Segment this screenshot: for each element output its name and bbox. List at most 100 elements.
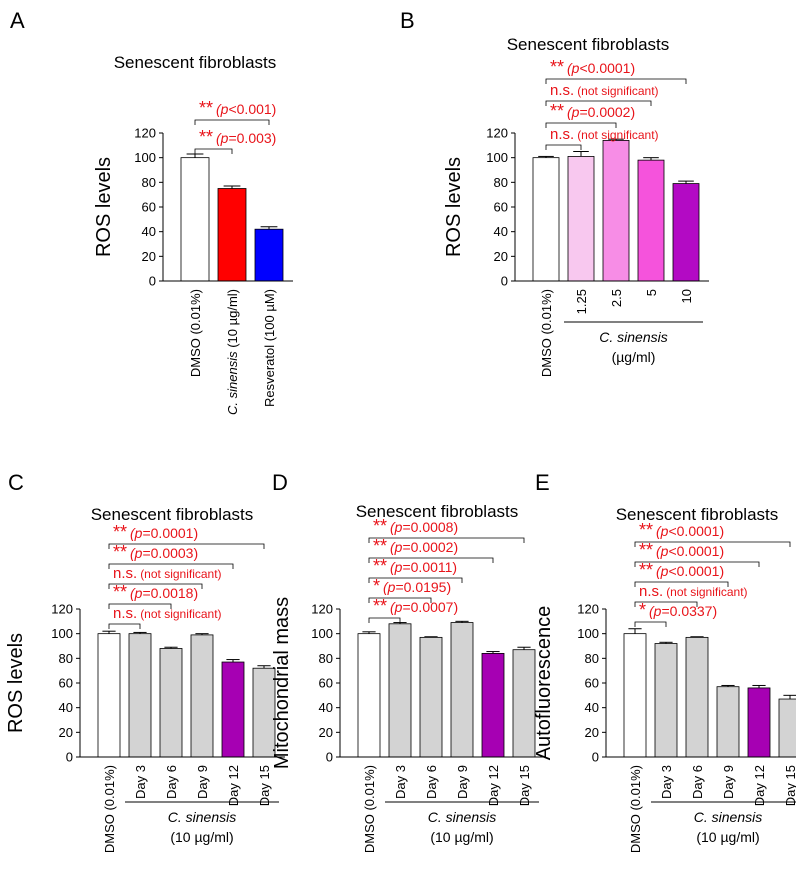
significance-label: ** (p=0.0002) (373, 536, 458, 556)
significance-stars: ** (373, 556, 387, 576)
y-tick-label: 0 (592, 750, 599, 765)
x-tick-label: Day 15 (517, 765, 532, 806)
significance-label: n.s. (not significant) (113, 605, 222, 622)
significance-bracket (545, 100, 652, 106)
significance-pvalue: (p=0.0011) (390, 559, 457, 575)
bar (388, 623, 412, 758)
bar (221, 661, 245, 758)
x-tick-label: Day 3 (393, 765, 408, 799)
y-tick-label: 100 (311, 626, 333, 641)
significance-pvalue: (p=0.0195) (383, 579, 451, 595)
bar (419, 636, 443, 758)
group-label-name: C. sinensis (694, 809, 762, 825)
significance-bracket (634, 621, 667, 627)
significance-bracket (368, 577, 463, 583)
y-tick-label: 60 (59, 676, 73, 691)
panel-a: A Senescent fibroblasts ROS levels 0 20 40 60 8… (10, 8, 293, 415)
y-tick-label: 60 (585, 676, 599, 691)
significance-pvalue: (p=0.0003) (130, 545, 198, 561)
significance-bracket (368, 617, 401, 623)
bar (481, 653, 505, 758)
y-tick-label: 80 (319, 651, 333, 666)
y-tick-label: 40 (585, 700, 599, 715)
bar (685, 636, 709, 758)
y-tick-label: 0 (326, 750, 333, 765)
group-label-name: C. sinensis (428, 809, 496, 825)
y-tick-label: 0 (149, 274, 156, 289)
significance-label: ** (p=0.0001) (113, 522, 198, 542)
significance-label: ** (p=0.0018) (113, 582, 198, 602)
significance-pvalue: (p=0.0001) (130, 525, 198, 541)
significance-bracket (368, 597, 432, 603)
y-tick-label: 100 (51, 626, 73, 641)
panel-d: D Senescent fibroblasts Mitochondrial mass… (271, 470, 545, 853)
chart-title: Senescent fibroblasts (114, 53, 277, 72)
significance-label: ** (p<0.0001) (639, 520, 724, 540)
y-tick-label: 20 (142, 249, 156, 264)
bar (128, 633, 152, 758)
y-tick-label: 60 (494, 200, 508, 215)
significance-stars: ** (373, 596, 387, 616)
bar (567, 156, 595, 282)
y-axis-label: ROS levels (443, 157, 465, 257)
bar (602, 139, 630, 282)
significance-label: n.s. (not significant) (550, 126, 659, 143)
significance-label: ** (p=0.0008) (373, 516, 458, 536)
significance-stars: * (373, 576, 380, 596)
y-tick-label: 60 (142, 200, 156, 215)
significance-stars: ** (113, 582, 127, 602)
panel-letter: E (535, 470, 550, 495)
y-tick-label: 40 (142, 224, 156, 239)
bar (217, 188, 247, 282)
bar (512, 649, 536, 758)
y-tick-label: 120 (486, 126, 508, 141)
y-tick-label: 80 (59, 651, 73, 666)
x-tick-label: 10 (679, 289, 694, 303)
group-label-name: C. sinensis (168, 809, 236, 825)
bar (637, 159, 665, 282)
x-tick-label: Day 3 (133, 765, 148, 799)
y-axis-label: ROS levels (5, 633, 27, 733)
significance-bracket (108, 603, 172, 609)
x-tick-label: DMSO (0.01%) (628, 765, 643, 853)
panel-e: E Senescent fibroblasts Autofluorescence 0 2… (533, 470, 796, 853)
significance-pvalue: (p=0.0018) (130, 585, 198, 601)
y-tick-label: 80 (585, 651, 599, 666)
significance-pvalue: (p=0.0002) (567, 104, 635, 120)
y-tick-label: 0 (501, 274, 508, 289)
x-tick-label: 5 (644, 289, 659, 296)
significance-label: ** (p=0.0007) (373, 596, 458, 616)
significance-pvalue: (not significant) (140, 567, 221, 581)
significance-stars: n.s. (550, 82, 574, 99)
significance-label: ** (p=0.0011) (373, 556, 457, 576)
significance-label: n.s. (not significant) (639, 583, 748, 600)
y-tick-label: 120 (311, 602, 333, 617)
x-tick-label: DMSO (0.01%) (362, 765, 377, 853)
y-tick-label: 60 (319, 676, 333, 691)
y-tick-label: 100 (486, 150, 508, 165)
significance-stars: n.s. (113, 605, 137, 622)
y-tick-label: 40 (59, 700, 73, 715)
panel-c: C Senescent fibroblasts ROS levels 0 20 40 60 8… (5, 470, 285, 853)
chart-title: Senescent fibroblasts (91, 505, 254, 524)
significance-stars: ** (113, 542, 127, 562)
significance-bracket (634, 561, 760, 567)
significance-stars: n.s. (550, 126, 574, 143)
bar (190, 634, 214, 758)
chart-title: Senescent fibroblasts (356, 502, 519, 521)
y-tick-label: 40 (319, 700, 333, 715)
significance-bracket (634, 541, 791, 547)
x-tick-label: Day 15 (257, 765, 272, 806)
significance-stars: ** (639, 540, 653, 560)
significance-pvalue: (p=0.003) (216, 130, 276, 146)
significance-bracket (634, 601, 698, 607)
bar (159, 648, 183, 758)
significance-bracket (545, 122, 617, 128)
panel-letter: B (400, 8, 415, 33)
significance-pvalue: (p<0.001) (216, 101, 276, 117)
significance-bracket (108, 583, 203, 589)
significance-stars: ** (550, 101, 564, 121)
bar (97, 633, 121, 758)
y-tick-label: 100 (577, 626, 599, 641)
